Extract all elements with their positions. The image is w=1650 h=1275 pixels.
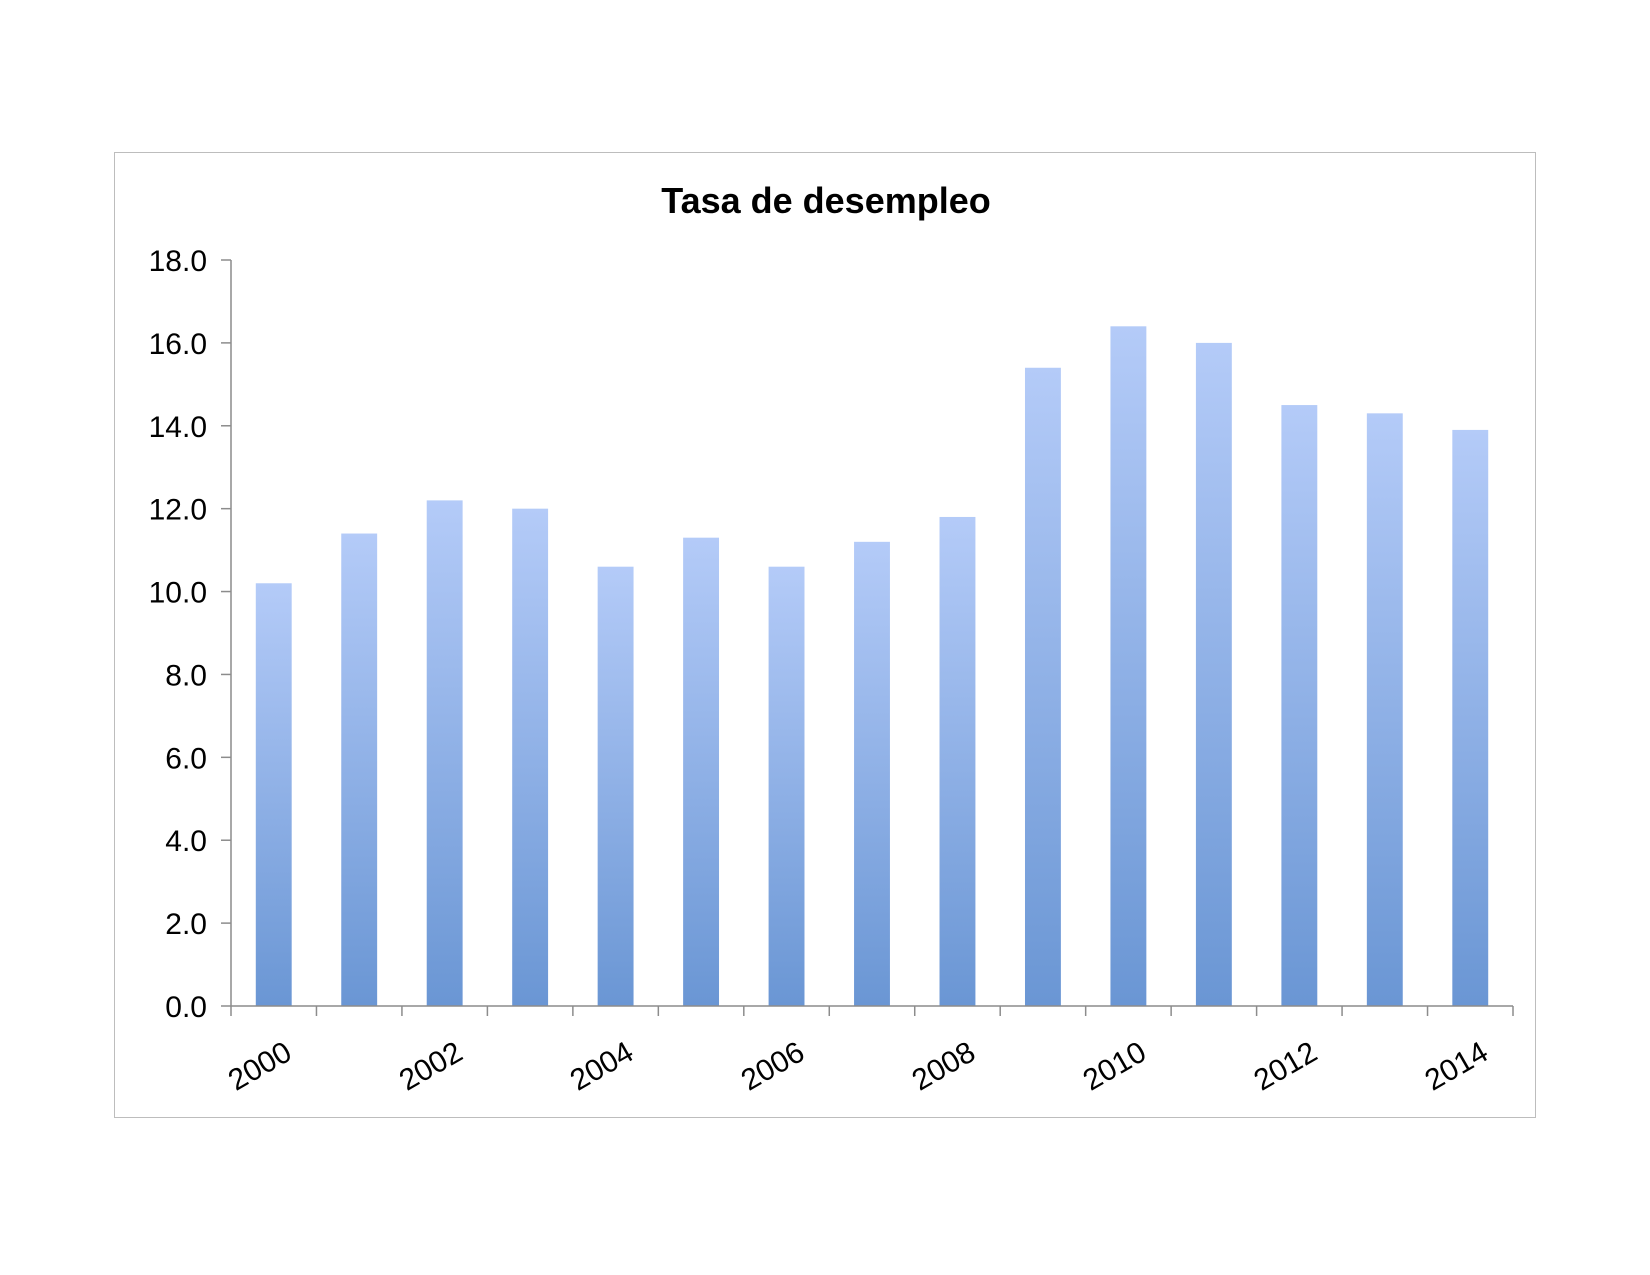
bars-layer [255, 326, 1489, 1007]
y-tick-label: 16.0 [149, 328, 207, 361]
y-tick-label: 10.0 [149, 577, 207, 610]
bar-2006 [768, 566, 805, 1006]
y-tick-label: 18.0 [149, 245, 207, 278]
y-tick-label: 4.0 [165, 825, 207, 858]
y-tick-label: 14.0 [149, 411, 207, 444]
x-tick-label-2006: 2006 [736, 1035, 810, 1097]
bar-2003 [512, 508, 549, 1006]
bar-2002 [426, 500, 463, 1006]
bar-2008 [939, 516, 976, 1006]
y-tick-label: 2.0 [165, 908, 207, 941]
x-tick-label-2012: 2012 [1249, 1035, 1323, 1097]
x-tick-label-2014: 2014 [1419, 1035, 1493, 1097]
chart-title: Tasa de desempleo [661, 180, 990, 221]
bar-2005 [683, 537, 720, 1006]
bar-2010 [1110, 326, 1147, 1006]
y-tick-label: 12.0 [149, 494, 207, 527]
bar-2012 [1281, 405, 1318, 1006]
bar-2014 [1452, 429, 1489, 1006]
x-tick-label-2004: 2004 [565, 1035, 639, 1097]
x-tick-label-2000: 2000 [223, 1035, 297, 1097]
x-tick-label-2008: 2008 [907, 1035, 981, 1097]
chart-frame: Tasa de desempleo 0.0 2.0 4.0 6.0 8.0 10.0 12.… [114, 152, 1536, 1118]
bar-2000 [255, 583, 292, 1006]
y-tick-label: 6.0 [165, 742, 207, 775]
bar-2013 [1366, 413, 1403, 1007]
bar-2009 [1024, 367, 1061, 1006]
x-tick-label-2002: 2002 [394, 1035, 468, 1097]
y-tick-label: 0.0 [165, 991, 207, 1024]
y-tick-label: 8.0 [165, 659, 207, 692]
bar-2007 [854, 541, 890, 1006]
bar-2001 [341, 533, 378, 1006]
bar-2011 [1195, 342, 1232, 1006]
bar-chart: Tasa de desempleo 0.0 2.0 4.0 6.0 8.0 10.0 12.… [149, 180, 1514, 1097]
bar-2004 [597, 566, 634, 1006]
x-tick-label-2010: 2010 [1078, 1035, 1152, 1097]
